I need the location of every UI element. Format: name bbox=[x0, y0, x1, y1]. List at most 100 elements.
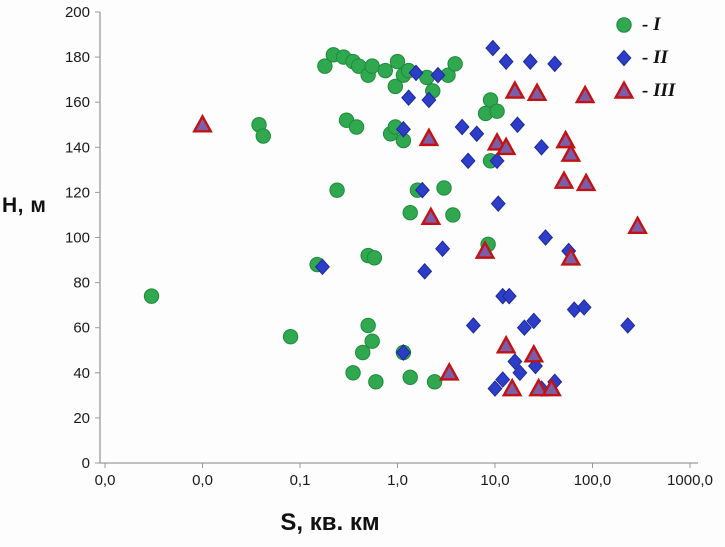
legend-label: - I bbox=[642, 13, 661, 35]
legend-marker bbox=[616, 49, 632, 66]
data-point-II bbox=[516, 319, 532, 337]
data-point-I bbox=[368, 374, 384, 390]
x-tick-label: 0,0 bbox=[192, 472, 213, 489]
data-point-II bbox=[417, 262, 433, 280]
data-point-III bbox=[575, 172, 597, 192]
data-point-III bbox=[420, 206, 442, 226]
data-point-I bbox=[255, 128, 271, 144]
data-point-II bbox=[395, 120, 411, 138]
data-point-III bbox=[555, 129, 576, 149]
data-point-I bbox=[143, 288, 160, 304]
data-point-I bbox=[436, 180, 452, 196]
data-point-II bbox=[485, 39, 501, 57]
legend-label: - II bbox=[642, 46, 668, 68]
circle-marker-glyph bbox=[616, 16, 632, 33]
data-point-I bbox=[364, 58, 380, 74]
y-tick-label: 60 bbox=[73, 320, 90, 337]
data-point-I bbox=[447, 56, 463, 72]
x-tick-label: 0,0 bbox=[95, 472, 116, 489]
data-point-III bbox=[541, 377, 562, 397]
data-point-II bbox=[509, 116, 525, 134]
data-point-III bbox=[627, 215, 648, 235]
legend-marker bbox=[616, 16, 632, 33]
data-point-I bbox=[402, 369, 418, 386]
y-tick-label: 80 bbox=[73, 275, 90, 292]
data-point-III bbox=[528, 377, 549, 397]
data-point-II bbox=[408, 64, 424, 82]
data-point-II bbox=[469, 125, 485, 143]
data-point-II bbox=[538, 229, 554, 246]
data-point-II bbox=[454, 118, 470, 136]
y-tick-label: 140 bbox=[65, 139, 90, 156]
data-point-II bbox=[507, 353, 523, 370]
y-tick-label: 180 bbox=[65, 49, 90, 66]
data-point-II bbox=[395, 344, 411, 361]
data-point-I bbox=[329, 182, 345, 198]
data-point-I bbox=[345, 365, 361, 381]
data-point-I bbox=[360, 317, 376, 334]
x-tick-label: 0,1 bbox=[290, 472, 311, 489]
data-point-II bbox=[620, 317, 636, 334]
data-point-I bbox=[355, 344, 371, 361]
data-point-II bbox=[526, 312, 542, 330]
legend-label: - III bbox=[642, 79, 676, 101]
legend-triangle-icon bbox=[612, 79, 636, 102]
diamond-marker-glyph bbox=[616, 49, 632, 66]
data-point-I bbox=[489, 103, 505, 119]
x-tick-label: 1,0 bbox=[387, 472, 408, 489]
data-point-III bbox=[553, 170, 575, 189]
data-point-II bbox=[487, 380, 503, 397]
legend-item-series-II: - II bbox=[612, 41, 722, 74]
x-tick-label: 100,0 bbox=[574, 472, 612, 489]
data-point-II bbox=[534, 138, 549, 156]
data-point-I bbox=[366, 250, 383, 266]
data-point-II bbox=[495, 371, 511, 388]
data-point-III bbox=[438, 361, 460, 381]
y-tick-label: 0 bbox=[82, 455, 90, 472]
y-tick-label: 40 bbox=[73, 365, 90, 382]
data-point-II bbox=[576, 299, 592, 316]
data-point-II bbox=[435, 240, 451, 258]
data-point-III bbox=[523, 343, 545, 363]
data-point-I bbox=[445, 207, 461, 223]
data-point-III bbox=[495, 334, 517, 354]
legend-item-series-I: - I bbox=[612, 8, 722, 41]
y-tick-label: 200 bbox=[65, 4, 90, 21]
data-point-II bbox=[501, 287, 517, 305]
data-point-I bbox=[317, 58, 333, 74]
data-point-II bbox=[401, 89, 417, 107]
legend: - I - II - III bbox=[612, 8, 722, 107]
y-tick-label: 120 bbox=[65, 184, 90, 201]
data-point-I bbox=[402, 204, 418, 221]
data-point-III bbox=[501, 377, 523, 397]
data-point-I bbox=[348, 119, 365, 135]
data-point-III bbox=[504, 80, 526, 99]
data-point-II bbox=[430, 66, 446, 84]
data-point-III bbox=[495, 136, 517, 156]
x-tick-label: 1000,0 bbox=[667, 472, 713, 489]
data-point-III bbox=[474, 240, 496, 259]
data-point-I bbox=[389, 53, 406, 70]
data-point-I bbox=[282, 329, 299, 345]
legend-diamond-icon bbox=[612, 47, 636, 69]
data-point-II bbox=[314, 258, 330, 276]
data-point-III bbox=[418, 127, 440, 147]
x-tick-label: 10,0 bbox=[480, 472, 509, 489]
data-point-II bbox=[522, 53, 538, 70]
x-axis-title: S, кв. км bbox=[280, 509, 380, 536]
legend-item-series-III: - III bbox=[612, 74, 722, 107]
data-point-II bbox=[490, 195, 506, 213]
data-point-III bbox=[526, 82, 548, 101]
data-point-II bbox=[489, 152, 505, 170]
data-point-II bbox=[414, 181, 430, 199]
y-tick-label: 160 bbox=[65, 94, 90, 111]
data-point-III bbox=[192, 113, 213, 133]
y-tick-label: 100 bbox=[65, 230, 90, 247]
legend-marker bbox=[613, 79, 635, 99]
y-axis-title: Н, м bbox=[2, 194, 47, 217]
data-point-II bbox=[421, 91, 437, 109]
legend-circle-icon bbox=[612, 14, 636, 36]
data-point-I bbox=[377, 62, 394, 79]
